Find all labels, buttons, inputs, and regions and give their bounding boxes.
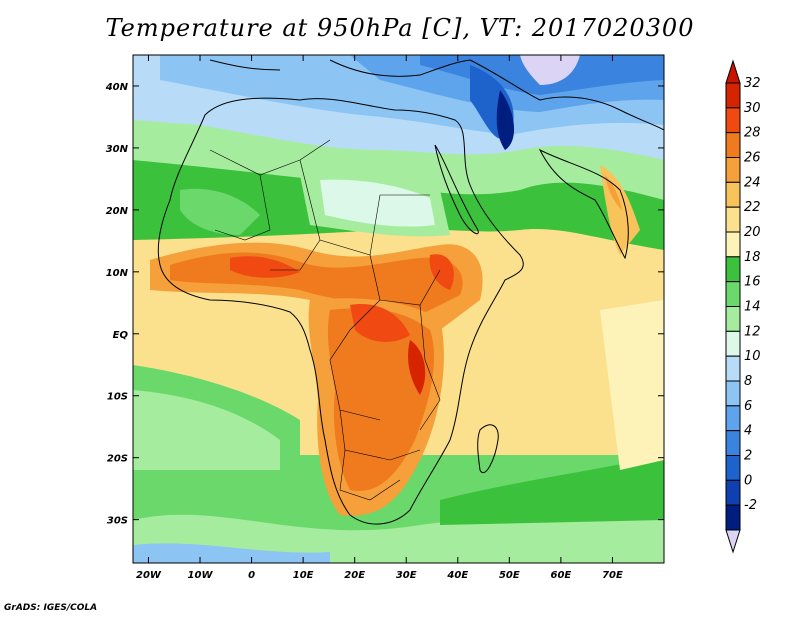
- temperature-field: [133, 55, 664, 563]
- lon-tick-label: 70E: [602, 570, 623, 581]
- longitude-axis: 20W 10W 0 10E 20E 30E 40E 50E 60E 70E: [136, 55, 623, 581]
- colorbar-label: 14: [744, 300, 761, 315]
- map-frame: [132, 54, 665, 564]
- colorbar-label: 2: [744, 449, 752, 464]
- colorbar-swatch: [725, 256, 741, 283]
- lon-tick-label: 50E: [499, 570, 520, 581]
- colorbar-swatch: [725, 504, 741, 531]
- colorbar-top-arrow: [725, 59, 741, 84]
- colorbar-label: 32: [744, 76, 761, 91]
- colorbar-label: 10: [744, 349, 761, 364]
- colorbar-label: 8: [744, 374, 752, 389]
- lat-tick-label: 20S: [107, 454, 128, 465]
- colorbar-label: 0: [744, 473, 752, 488]
- colorbar-swatch: [725, 82, 741, 109]
- latitude-axis: 40N 30N 20N 10N EQ 10S 20S 30S: [105, 82, 664, 527]
- colorbar-label: 20: [744, 225, 761, 240]
- lon-tick-label: 40E: [446, 570, 468, 581]
- lon-tick-label: 20E: [344, 570, 365, 581]
- colorbar-swatch: [725, 479, 741, 506]
- colorbar-label: 26: [744, 151, 761, 166]
- lon-tick-label: 60E: [551, 570, 572, 581]
- colorbar-swatch: [725, 430, 741, 456]
- colorbar-swatch: [725, 107, 741, 134]
- colorbar-swatch: [725, 330, 741, 357]
- lon-tick-label: 10W: [188, 570, 214, 581]
- colorbar-label: 28: [744, 126, 761, 141]
- country-borders: [209, 139, 441, 501]
- colorbar-label: 18: [744, 250, 761, 265]
- colorbar-bottom-arrow: [725, 529, 741, 554]
- colorbar-swatch: [725, 206, 741, 233]
- colorbar-label: 4: [744, 424, 752, 439]
- colorbar-swatch: [725, 181, 741, 208]
- lat-tick-label: EQ: [113, 330, 129, 341]
- lat-tick-label: 10N: [106, 268, 129, 279]
- colorbar-swatch: [725, 380, 741, 407]
- colorbar-label: 30: [744, 101, 761, 116]
- lat-tick-label: 40N: [105, 82, 129, 93]
- colorbar-swatch: [725, 355, 741, 382]
- colorbar-label: -2: [744, 498, 757, 513]
- colorbar-label: 22: [744, 200, 761, 215]
- colorbar-label: 16: [744, 275, 761, 290]
- colorbar-swatch: [725, 231, 741, 258]
- map-title: Temperature at 950hPa [C], VT: 201702030…: [105, 14, 695, 42]
- lat-tick-label: 10S: [107, 392, 128, 403]
- credit-text: GrADS: IGES/COLA: [4, 603, 98, 613]
- lon-tick-label: 0: [248, 570, 255, 581]
- lon-tick-label: 20W: [136, 570, 162, 581]
- colorbar-swatch: [725, 281, 741, 307]
- colorbar-swatch: [725, 132, 741, 159]
- lat-tick-label: 30N: [106, 144, 129, 155]
- colorbar-label: 12: [744, 324, 761, 339]
- colorbar-swatch: [725, 455, 741, 481]
- coastlines: [157, 59, 664, 525]
- colorbar-swatch: [725, 405, 741, 432]
- colorbar-swatch: [725, 306, 741, 332]
- colorbar-swatch: [725, 157, 741, 183]
- colorbar-label: 24: [744, 175, 761, 190]
- lat-tick-label: 20N: [106, 206, 129, 217]
- lat-tick-label: 30S: [107, 516, 128, 527]
- lon-tick-label: 30E: [396, 570, 417, 581]
- colorbar-label: 6: [744, 399, 752, 414]
- lon-tick-label: 10E: [293, 570, 314, 581]
